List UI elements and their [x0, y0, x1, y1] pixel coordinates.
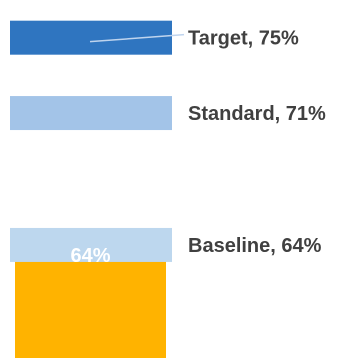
bar-data-label: 64% — [70, 245, 110, 267]
reference-leader-line — [89, 33, 185, 43]
reference-band-1 — [10, 96, 172, 131]
reference-lines-layer — [10, 20, 185, 262]
reference-label-1: Standard, 71% — [188, 103, 326, 125]
bars-layer — [15, 244, 166, 358]
labels-layer: 64% Target, 75% Standard, 71% Baseline, 64% — [70, 28, 326, 267]
reference-label-0: Target, 75% — [188, 28, 299, 50]
bar-0-0 — [15, 244, 166, 358]
reference-band-2 — [10, 227, 172, 262]
reference-label-2: Baseline, 64% — [188, 235, 322, 257]
